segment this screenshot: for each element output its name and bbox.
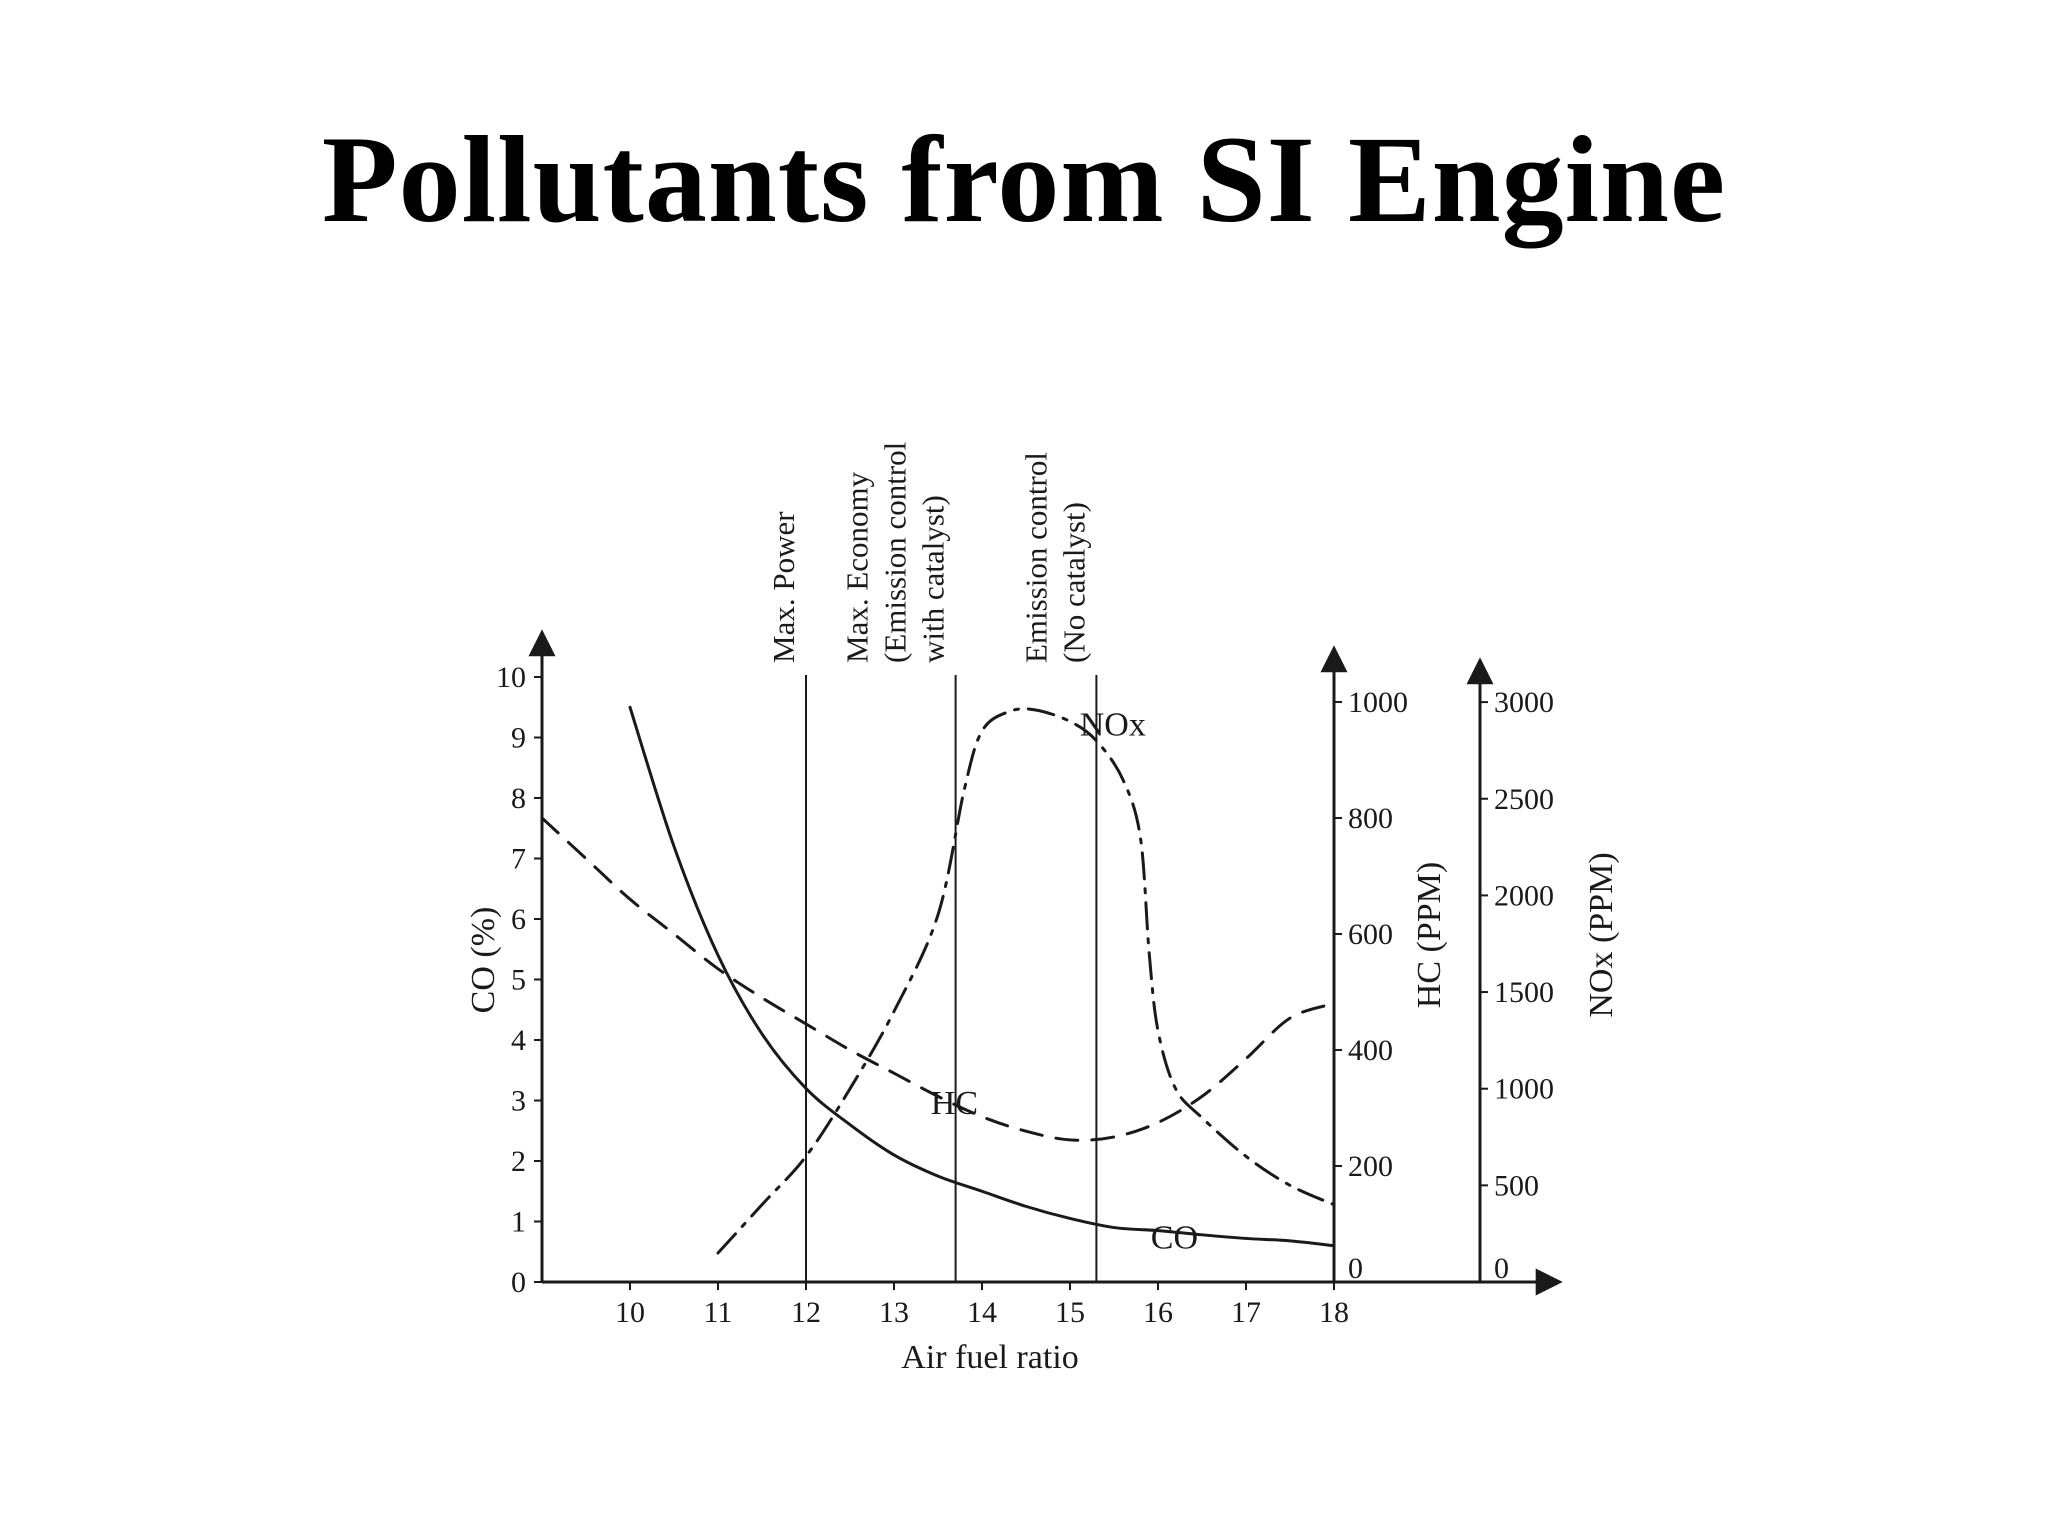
hc-curve xyxy=(540,816,1336,1142)
marker-label: (No catalyst) xyxy=(1056,502,1091,663)
co-tick-label: 9 xyxy=(511,722,526,755)
co-tick-label: 5 xyxy=(511,964,526,997)
hc-tick-label: 400 xyxy=(1348,1034,1393,1067)
nox-axis-title: NOx (PPM) xyxy=(1583,852,1620,1017)
hc-tick-label: 200 xyxy=(1348,1150,1393,1183)
hc-tick-label: 0 xyxy=(1348,1252,1363,1285)
hc-tick-label: 1000 xyxy=(1348,686,1408,719)
marker-label: Max. Economy xyxy=(840,471,875,663)
nox-tick-label: 3000 xyxy=(1494,686,1554,719)
nox-tick-label: 1500 xyxy=(1494,976,1554,1009)
co-tick-label: 10 xyxy=(496,661,526,694)
nox-curve xyxy=(716,707,1336,1255)
co-tick-label: 3 xyxy=(511,1085,526,1118)
hc-tick-label: 800 xyxy=(1348,802,1393,835)
x-tick-label: 13 xyxy=(879,1296,909,1329)
co-tick-label: 7 xyxy=(511,843,526,876)
x-tick-label: 15 xyxy=(1055,1296,1085,1329)
co-tick-label: 2 xyxy=(511,1145,526,1178)
co-tick-label: 8 xyxy=(511,782,526,815)
co-tick-label: 6 xyxy=(511,903,526,936)
co-tick-label: 4 xyxy=(511,1024,526,1057)
x-tick-label: 10 xyxy=(615,1296,645,1329)
nox-curve-label: NOx xyxy=(1080,706,1146,743)
nox-tick-label: 2000 xyxy=(1494,879,1554,912)
co-axis-title: CO (%) xyxy=(465,907,502,1014)
x-axis-title: Air fuel ratio xyxy=(901,1339,1079,1376)
marker-label: with catalyst) xyxy=(916,495,951,663)
nox-tick-label: 0 xyxy=(1494,1252,1509,1285)
x-tick-label: 16 xyxy=(1143,1296,1173,1329)
nox-tick-label: 2500 xyxy=(1494,783,1554,816)
hc-tick-label: 600 xyxy=(1348,918,1393,951)
co-tick-label: 1 xyxy=(511,1206,526,1239)
co-curve xyxy=(628,705,1336,1248)
marker-label: Emission control xyxy=(1018,452,1053,663)
x-tick-label: 18 xyxy=(1319,1296,1349,1329)
slide-title: Pollutants from SI Engine xyxy=(321,111,1727,248)
x-tick-label: 14 xyxy=(967,1296,997,1329)
nox-tick-label: 500 xyxy=(1494,1169,1539,1202)
x-tick-label: 12 xyxy=(791,1296,821,1329)
co-tick-label: 0 xyxy=(511,1266,526,1299)
co-curve-label: CO xyxy=(1151,1220,1198,1257)
nox-tick-label: 1000 xyxy=(1494,1073,1554,1106)
marker-label: (Emission control xyxy=(878,442,913,663)
marker-label: Max. Power xyxy=(766,511,801,663)
x-tick-label: 17 xyxy=(1231,1296,1261,1329)
x-tick-label: 11 xyxy=(704,1296,733,1329)
hc-axis-title: HC (PPM) xyxy=(1411,862,1448,1008)
hc-curve-label: HC xyxy=(931,1085,978,1122)
